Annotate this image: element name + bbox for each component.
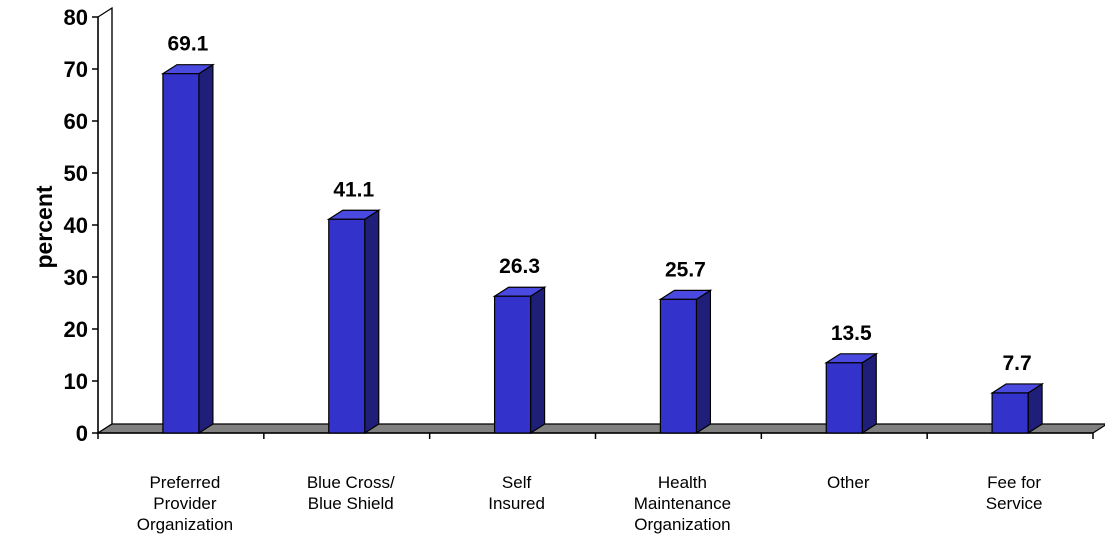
bar — [328, 218, 366, 434]
bar-side — [364, 209, 380, 435]
data-label: 13.5 — [831, 322, 872, 345]
plot-area: 0 10 20 30 40 50 60 70 80 69.1 Preferred Provider Or… — [64, 5, 1105, 534]
bar — [493, 295, 532, 434]
bar — [659, 298, 698, 434]
x-tick-label: Blue Cross/Blue Shield — [307, 473, 395, 513]
x-tick-label: Preferred Provider Organization — [137, 473, 233, 534]
x-tick-label: Self Insured — [488, 473, 545, 513]
bar-side — [529, 286, 546, 435]
y-tick-label: 40 — [64, 213, 88, 238]
data-label: 69.1 — [167, 33, 208, 56]
bar — [825, 362, 863, 434]
x-tick-label: Health Maintenance Organization — [634, 473, 731, 534]
y-tick-label: 30 — [64, 265, 88, 290]
data-label: 25.7 — [665, 258, 706, 281]
bar-side — [861, 352, 877, 435]
y-tick-label: 60 — [64, 109, 88, 134]
data-label: 7.7 — [1002, 352, 1031, 375]
bar-side — [198, 63, 214, 435]
y-tick-label: 20 — [64, 317, 88, 342]
bar — [991, 392, 1029, 434]
side-wall — [97, 6, 113, 435]
x-tick-label: Other — [827, 473, 870, 492]
y-tick-label: 50 — [64, 161, 88, 186]
bar — [162, 73, 200, 434]
floor — [95, 423, 1105, 434]
y-tick-label: 0 — [76, 421, 88, 446]
y-tick-label: 10 — [64, 369, 88, 394]
data-label: 41.1 — [333, 178, 374, 201]
y-tick-label: 70 — [64, 57, 88, 82]
x-tick-label: Fee for Service — [986, 473, 1043, 513]
data-label: 26.3 — [499, 255, 540, 278]
y-axis-label: percent — [31, 185, 57, 268]
bar-side — [695, 289, 712, 435]
y-tick-label: 80 — [64, 5, 88, 30]
